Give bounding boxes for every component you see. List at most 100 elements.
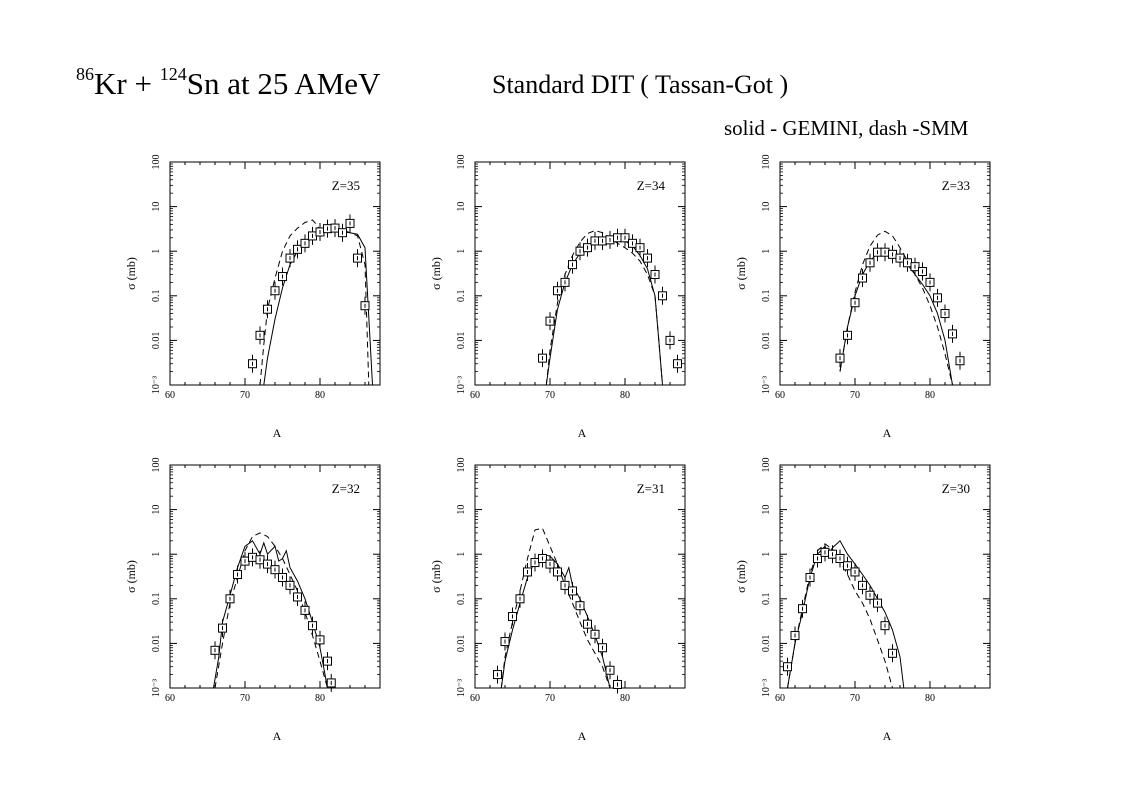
y-tick-label: 0.1 — [456, 290, 467, 303]
data-point — [865, 586, 875, 605]
x-axis-label: A — [578, 426, 587, 440]
kr-mass-number: 86 — [76, 64, 94, 84]
legend-note: solid - GEMINI, dash -SMM — [724, 116, 969, 140]
data-point — [590, 231, 600, 250]
data-point — [620, 228, 630, 247]
data-point — [523, 562, 532, 581]
data-point — [300, 234, 310, 253]
x-tick-label: 70 — [545, 390, 555, 401]
x-axis-label: A — [578, 729, 587, 743]
data-point — [530, 553, 540, 572]
data-point — [598, 638, 607, 657]
y-tick-label: 0.01 — [151, 332, 162, 350]
page-title: 86Kr + 124Sn at 25 AMeV — [76, 64, 381, 102]
data-point — [605, 661, 615, 680]
data-point — [500, 632, 510, 651]
x-tick-label: 70 — [850, 693, 860, 704]
data-point — [270, 281, 280, 300]
gemini-solid-line — [839, 250, 953, 386]
y-tick-label: 10⁻³ — [456, 376, 467, 394]
y-tick-label: 0.1 — [761, 290, 772, 303]
y-tick-label: 0.01 — [761, 332, 772, 350]
data-point — [888, 245, 897, 264]
x-tick-label: 80 — [925, 693, 935, 704]
data-point — [850, 293, 860, 312]
data-point — [880, 616, 890, 635]
data-point — [858, 269, 867, 288]
y-tick-label: 100 — [456, 155, 467, 170]
y-axis-label: σ (mb) — [124, 560, 138, 593]
y-tick-label: 100 — [456, 458, 467, 473]
data-point — [613, 228, 622, 247]
y-tick-label: 100 — [151, 155, 162, 170]
panel-1: 10⁻³ 0.01 0.1 1 10 100 60 70 80 Aσ (mb) Z=35 — [124, 155, 381, 440]
sn-mass-number: 124 — [159, 64, 187, 84]
y-tick-label: 100 — [761, 155, 772, 170]
data-point — [783, 657, 792, 676]
y-tick-label: 1 — [761, 249, 772, 254]
data-point — [933, 288, 942, 307]
data-point — [508, 607, 517, 626]
x-tick-label: 80 — [620, 693, 630, 704]
data-point — [873, 594, 882, 613]
data-point — [545, 312, 555, 331]
data-point — [560, 576, 570, 595]
data-point — [858, 576, 867, 595]
data-point — [798, 599, 807, 618]
data-point — [835, 349, 845, 368]
data-point — [263, 300, 272, 319]
x-tick-label: 80 — [925, 390, 935, 401]
y-tick-label: 1 — [456, 552, 467, 557]
data-point — [353, 249, 362, 268]
data-point — [598, 231, 607, 250]
y-tick-label: 10⁻³ — [761, 679, 772, 697]
data-point — [255, 550, 265, 569]
data-point — [650, 265, 660, 284]
data-point — [263, 555, 272, 574]
data-point — [538, 349, 547, 368]
page-subtitle: Standard DIT ( Tassan-Got ) — [492, 70, 789, 99]
data-point — [248, 354, 257, 373]
data-point — [820, 543, 830, 562]
y-tick-label: 10⁻³ — [151, 679, 162, 697]
data-point — [813, 549, 822, 568]
panel-z-label: Z=31 — [637, 481, 665, 496]
y-axis-label: σ (mb) — [124, 257, 138, 290]
panel-z-label: Z=33 — [942, 178, 970, 193]
data-point — [888, 644, 897, 663]
data-point — [278, 267, 287, 286]
x-tick-label: 60 — [775, 693, 785, 704]
data-point — [805, 568, 815, 587]
data-point — [308, 226, 317, 245]
data-point — [270, 560, 280, 579]
data-point — [948, 324, 957, 343]
data-point — [568, 581, 577, 600]
data-point — [850, 562, 860, 581]
x-axis-label: A — [883, 426, 892, 440]
y-tick-label: 0.01 — [761, 635, 772, 653]
y-tick-label: 10 — [761, 505, 772, 515]
data-point — [360, 296, 370, 315]
y-tick-label: 0.1 — [456, 593, 467, 606]
panel-6: 10⁻³ 0.01 0.1 1 10 100 60 70 80 Aσ (mb) Z=30 — [734, 458, 991, 743]
data-point — [330, 219, 340, 238]
data-point — [865, 253, 875, 272]
data-point — [553, 281, 562, 300]
data-point — [218, 619, 227, 638]
data-point — [300, 601, 310, 620]
data-point — [918, 262, 927, 281]
y-tick-label: 0.01 — [456, 332, 467, 350]
data-point — [545, 555, 555, 574]
data-point — [613, 675, 622, 694]
y-tick-label: 10 — [151, 202, 162, 212]
title-rest: Sn at 25 AMeV — [186, 66, 381, 101]
plot-frame — [779, 161, 991, 386]
data-point — [308, 616, 317, 635]
data-point — [790, 626, 800, 645]
data-point — [635, 238, 645, 257]
panel-2: 10⁻³ 0.01 0.1 1 10 100 60 70 80 Aσ (mb) Z=34 — [429, 155, 686, 440]
data-point — [910, 257, 920, 276]
kr-symbol: Kr + — [94, 66, 160, 101]
data-point — [658, 286, 667, 305]
